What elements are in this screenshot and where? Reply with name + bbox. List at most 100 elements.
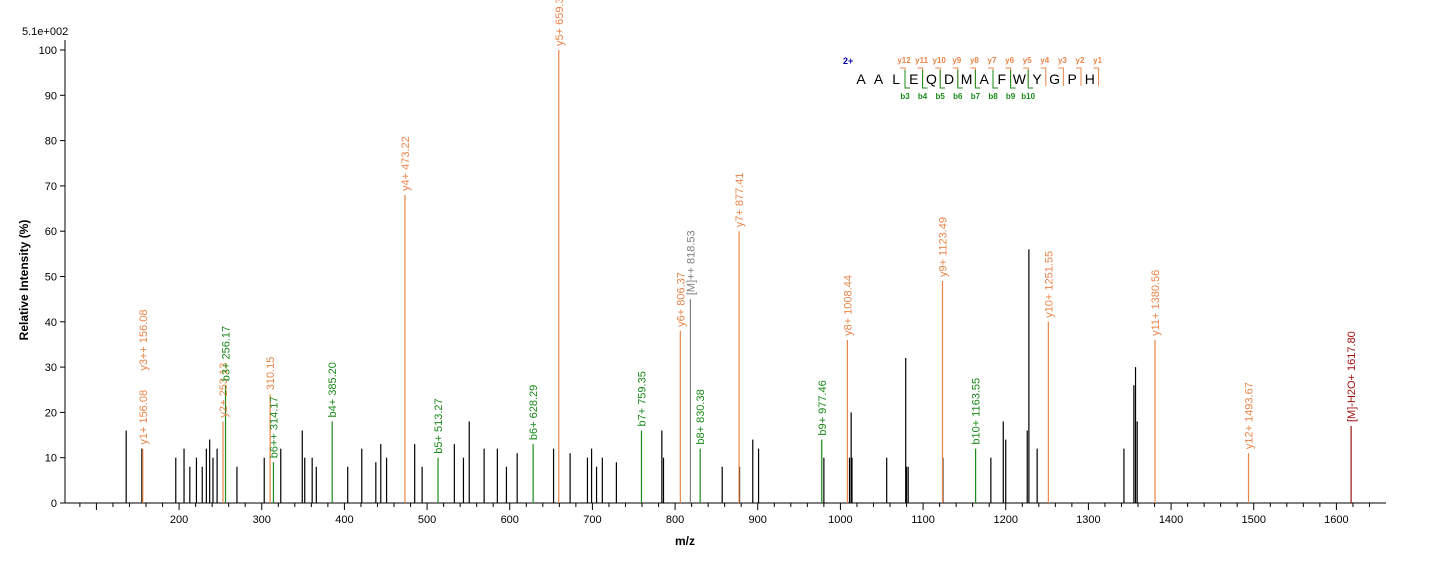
peak-label-alt-0: y3++ 156.08	[138, 309, 150, 370]
b-ion-label-0: b3	[900, 92, 910, 101]
y-ion-label-1: y11	[915, 56, 928, 65]
b-ion-label-3: b6	[953, 92, 963, 101]
b-ion-bracket-7	[1027, 70, 1034, 89]
y-ion-bracket-10	[1076, 67, 1082, 86]
x-axis-ticks: 200 300 400 500 600 700 800 900 1000 1100 1200 1300…	[79, 503, 1370, 526]
peak-label-17: y9+ 1123.49	[937, 217, 949, 277]
residue-10: Y	[1032, 71, 1042, 87]
y-tick-label-0: 0	[51, 498, 57, 510]
residue-8: F	[998, 71, 1007, 87]
peak-label-12: [M]++ 818.53	[685, 230, 697, 295]
y-ion-label-8: y4	[1040, 56, 1049, 65]
x-tick-label-1500: 1500	[1241, 514, 1265, 526]
b-ion-label-4: b7	[971, 92, 981, 101]
x-tick-label-900: 900	[749, 514, 767, 526]
residue-9: W	[1013, 71, 1027, 87]
x-tick-label-1200: 1200	[993, 514, 1017, 526]
residue-0: A	[856, 71, 866, 87]
x-tick-label-500: 500	[418, 514, 436, 526]
y-ion-label-4: y8	[970, 56, 979, 65]
residue-5: D	[944, 71, 954, 87]
residue-4: Q	[926, 71, 937, 87]
peak-label-7: b5+ 513.27	[433, 398, 445, 453]
y-ion-label-7: y5	[1023, 56, 1032, 65]
x-axis-title: m/z	[675, 534, 695, 548]
y-ion-bracket-0	[900, 67, 906, 86]
x-tick-label-700: 700	[583, 514, 601, 526]
residue-6: M	[961, 71, 973, 87]
peak-label-11: y6+ 806.37	[675, 272, 687, 327]
peak-label-0: y1+ 156.08	[138, 390, 150, 445]
y-max-label: 5.1e+002	[22, 26, 68, 38]
peak-label-5: b4+ 385.20	[327, 362, 339, 417]
y-ion-bracket-8	[1040, 67, 1047, 86]
y-ion-label-0: y12	[897, 56, 911, 65]
peak-label-14: y7+ 877.41	[734, 172, 746, 227]
x-tick-label-600: 600	[501, 514, 519, 526]
peak-label-21: y12+ 1493.67	[1244, 382, 1256, 449]
b-ion-bracket-6	[1010, 70, 1016, 89]
x-tick-label-1300: 1300	[1076, 514, 1100, 526]
peak-label-4: b6++ 314.17	[268, 396, 280, 458]
peak-label-9: y5+ 659.30	[554, 0, 566, 46]
peak-label-18: b10+ 1163.55	[971, 378, 983, 445]
x-tick-label-1600: 1600	[1324, 514, 1348, 526]
y-ion-bracket-11	[1093, 67, 1100, 86]
y-ion-label-10: y2	[1076, 56, 1085, 65]
y-ion-label-11: y1	[1093, 56, 1102, 65]
peak-label-3: 310.15	[265, 357, 277, 391]
peak-label-16: y8+ 1008.44	[842, 275, 854, 336]
y-ion-bracket-6	[1005, 67, 1012, 86]
y-tick-label-40: 40	[45, 317, 57, 329]
b-ion-bracket-0	[904, 70, 910, 89]
x-tick-label-300: 300	[253, 514, 271, 526]
peak-label-2: b3+ 256.17	[221, 326, 233, 381]
b-ion-bracket-5	[992, 70, 998, 89]
residue-3: E	[909, 71, 918, 87]
x-tick-label-800: 800	[666, 514, 684, 526]
y-tick-label-60: 60	[45, 226, 57, 238]
peak-label-1: y2+ 253.13	[218, 363, 230, 418]
x-tick-label-400: 400	[335, 514, 353, 526]
y-tick-label-20: 20	[45, 407, 57, 419]
residue-1: A	[874, 71, 884, 87]
peak-label-8: b6+ 628.29	[528, 385, 540, 440]
peak-label-15: b9+ 977.46	[817, 380, 829, 435]
b-ion-label-7: b10	[1021, 92, 1035, 101]
b-ion-label-1: b4	[918, 92, 928, 101]
peak-label-6: y4+ 473.22	[400, 136, 412, 191]
residue-7: A	[980, 71, 990, 87]
residue-11: G	[1049, 71, 1060, 87]
y-ion-label-2: y10	[933, 56, 947, 65]
y-ion-label-9: y3	[1058, 56, 1067, 65]
x-tick-label-1000: 1000	[828, 514, 852, 526]
b-ion-label-5: b8	[988, 92, 998, 101]
peak-label-10: b7+ 759.35	[636, 371, 648, 426]
y-tick-label-10: 10	[45, 453, 57, 465]
x-tick-label-200: 200	[170, 514, 188, 526]
peak-label-13: b8+ 830.38	[695, 389, 707, 444]
y-ion-label-5: y7	[988, 56, 997, 65]
b-ion-label-6: b9	[1006, 92, 1016, 101]
x-tick-label-1100: 1100	[911, 514, 935, 526]
y-tick-label-90: 90	[45, 90, 57, 102]
peaks-layer	[125, 50, 1352, 503]
y-tick-label-80: 80	[45, 136, 57, 148]
peak-label-19: y10+ 1251.55	[1043, 251, 1055, 318]
y-tick-label-70: 70	[45, 181, 57, 193]
residue-13: H	[1085, 71, 1095, 87]
y-axis-ticks: 0 10 20 30 40 50 60 70 80 90 100	[39, 45, 65, 510]
y-tick-label-50: 50	[45, 272, 57, 284]
y-ion-label-3: y9	[952, 56, 961, 65]
charge-label: 2+	[843, 56, 853, 66]
y-axis-title: Relative Intensity (%)	[17, 220, 31, 341]
b-ion-bracket-2	[939, 70, 946, 89]
residue-12: P	[1068, 71, 1077, 87]
y-tick-label-100: 100	[39, 45, 57, 57]
b-ion-bracket-3	[957, 70, 963, 89]
y-tick-label-30: 30	[45, 362, 57, 374]
peak-label-22: [M]-H2O+ 1617.80	[1346, 331, 1358, 422]
